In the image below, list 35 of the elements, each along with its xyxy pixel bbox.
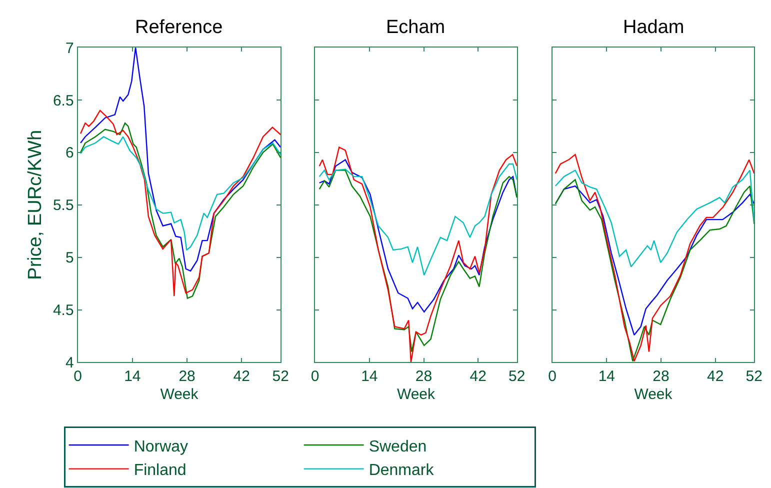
x-tick-label: 14	[361, 368, 378, 386]
chart-title: Hadam	[623, 17, 684, 38]
x-tick-label: 52	[746, 368, 762, 386]
x-axis-title: Week	[396, 386, 436, 404]
y-tick-label: 6.5	[52, 92, 74, 110]
x-tick-label: 42	[233, 368, 250, 386]
x-tick-label: 0	[74, 368, 82, 386]
y-tick-label: 5.5	[52, 197, 74, 214]
legend-label: Sweden	[368, 438, 427, 456]
y-tick-label: 7	[65, 40, 74, 57]
y-tick-label: 5	[65, 250, 74, 267]
x-tick-label: 28	[652, 368, 670, 386]
y-tick-label: 4.5	[52, 302, 74, 320]
chart-title: Echam	[386, 17, 446, 38]
x-tick-label: 52	[272, 368, 289, 386]
x-tick-label: 0	[310, 368, 320, 386]
x-axis-title: Week	[160, 386, 199, 404]
legend-label: Denmark	[368, 462, 435, 480]
x-tick-label: 42	[470, 368, 486, 386]
line-series	[80, 136, 281, 251]
x-tick-label: 52	[508, 368, 526, 386]
chart-title: Reference	[135, 17, 223, 38]
legend-label: Norway	[134, 438, 188, 456]
x-tick-label: 14	[598, 368, 616, 386]
legend-label: Finland	[134, 462, 186, 480]
y-tick-label: 6	[65, 144, 74, 162]
x-tick-label: 42	[706, 368, 724, 386]
x-tick-label: 0	[548, 368, 557, 386]
y-axis-title: Price, EURc/KWh	[24, 130, 46, 280]
x-tick-label: 14	[124, 368, 141, 386]
y-tick-label: 4	[65, 354, 74, 372]
x-tick-label: 28	[178, 368, 196, 386]
x-tick-label: 28	[415, 368, 432, 386]
x-axis-title: Week	[634, 386, 673, 404]
line-series	[80, 48, 281, 272]
